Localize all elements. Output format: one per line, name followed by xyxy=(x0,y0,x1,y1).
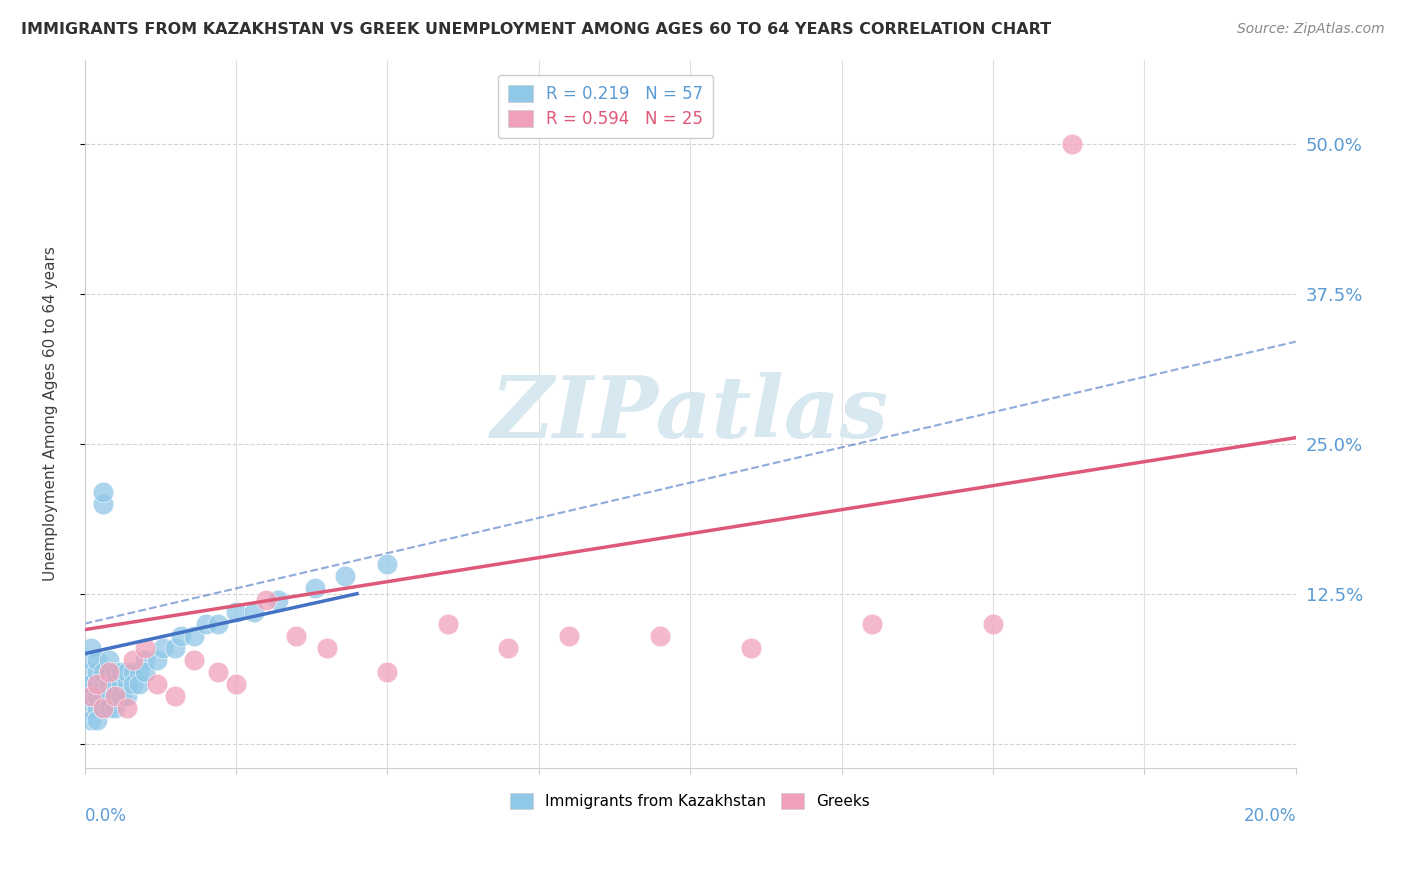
Point xyxy=(97,676,120,690)
Point xyxy=(333,568,356,582)
Point xyxy=(243,605,266,619)
Point xyxy=(254,592,277,607)
Point xyxy=(79,689,101,703)
Point xyxy=(86,676,108,690)
Point xyxy=(104,665,127,679)
Text: 0.0%: 0.0% xyxy=(84,806,127,824)
Point xyxy=(122,665,145,679)
Point xyxy=(207,665,229,679)
Point xyxy=(97,665,120,679)
Point xyxy=(115,665,138,679)
Point xyxy=(122,653,145,667)
Point xyxy=(86,676,108,690)
Point xyxy=(79,676,101,690)
Point xyxy=(79,689,101,703)
Y-axis label: Unemployment Among Ages 60 to 64 years: Unemployment Among Ages 60 to 64 years xyxy=(44,246,58,581)
Point xyxy=(375,557,398,571)
Point xyxy=(437,616,460,631)
Point xyxy=(110,676,132,690)
Point xyxy=(122,676,145,690)
Point xyxy=(315,640,337,655)
Point xyxy=(134,665,156,679)
Point xyxy=(170,629,193,643)
Point xyxy=(981,616,1004,631)
Point xyxy=(97,653,120,667)
Point xyxy=(79,640,101,655)
Point xyxy=(128,676,150,690)
Point xyxy=(86,665,108,679)
Point xyxy=(79,700,101,714)
Point xyxy=(146,676,169,690)
Point xyxy=(91,497,114,511)
Point xyxy=(1060,136,1083,151)
Point xyxy=(86,689,108,703)
Point xyxy=(194,616,217,631)
Text: Source: ZipAtlas.com: Source: ZipAtlas.com xyxy=(1237,22,1385,37)
Text: IMMIGRANTS FROM KAZAKHSTAN VS GREEK UNEMPLOYMENT AMONG AGES 60 TO 64 YEARS CORRE: IMMIGRANTS FROM KAZAKHSTAN VS GREEK UNEM… xyxy=(21,22,1052,37)
Point xyxy=(91,689,114,703)
Point xyxy=(97,665,120,679)
Point xyxy=(104,689,127,703)
Text: ZIPatlas: ZIPatlas xyxy=(491,372,889,456)
Point xyxy=(91,700,114,714)
Point xyxy=(183,653,205,667)
Point xyxy=(79,653,101,667)
Point xyxy=(165,689,187,703)
Point xyxy=(740,640,762,655)
Point xyxy=(860,616,883,631)
Point xyxy=(128,665,150,679)
Point xyxy=(91,484,114,499)
Point xyxy=(110,689,132,703)
Point xyxy=(146,653,169,667)
Point xyxy=(558,629,581,643)
Point xyxy=(498,640,520,655)
Point xyxy=(86,713,108,727)
Point xyxy=(207,616,229,631)
Point xyxy=(79,665,101,679)
Point xyxy=(152,640,174,655)
Point xyxy=(115,676,138,690)
Point xyxy=(304,581,326,595)
Legend: Immigrants from Kazakhstan, Greeks: Immigrants from Kazakhstan, Greeks xyxy=(502,786,877,817)
Point xyxy=(134,640,156,655)
Point xyxy=(91,676,114,690)
Point xyxy=(225,676,247,690)
Point xyxy=(104,700,127,714)
Point xyxy=(110,665,132,679)
Point xyxy=(115,700,138,714)
Point xyxy=(165,640,187,655)
Point xyxy=(183,629,205,643)
Point xyxy=(285,629,308,643)
Text: 20.0%: 20.0% xyxy=(1243,806,1296,824)
Point xyxy=(225,605,247,619)
Point xyxy=(79,676,101,690)
Point xyxy=(104,689,127,703)
Point xyxy=(104,676,127,690)
Point xyxy=(86,653,108,667)
Point xyxy=(97,700,120,714)
Point xyxy=(375,665,398,679)
Point xyxy=(115,689,138,703)
Point xyxy=(134,653,156,667)
Point xyxy=(91,665,114,679)
Point xyxy=(79,713,101,727)
Point xyxy=(76,689,98,703)
Point xyxy=(267,592,290,607)
Point xyxy=(86,700,108,714)
Point xyxy=(91,700,114,714)
Point xyxy=(97,689,120,703)
Point xyxy=(86,689,108,703)
Point xyxy=(648,629,671,643)
